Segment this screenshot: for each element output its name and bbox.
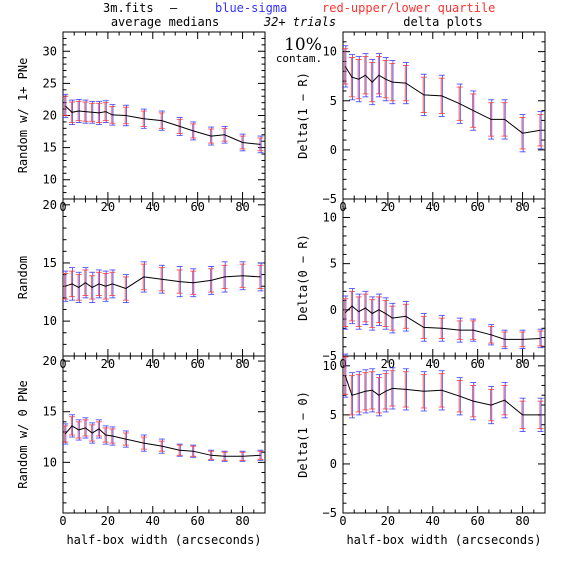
plot-frame	[62, 31, 266, 200]
panel-left-bot: 10 15 20 0 20 40 60 80 Random w/ 0 PNe half-box w…	[16, 354, 266, 547]
x-tick-label: 0	[339, 514, 346, 528]
y-tick-label: 5	[330, 408, 337, 422]
legend-blue: blue-sigma	[215, 1, 287, 15]
y-tick-label: −5	[323, 349, 337, 363]
y-axis-label: Random	[16, 256, 30, 299]
y-tick-label: 10	[323, 210, 337, 224]
x-tick-label: 40	[146, 200, 160, 214]
y-tick-label: 20	[43, 109, 57, 123]
median-line	[344, 66, 541, 134]
x-tick-label: 60	[470, 357, 484, 371]
y-tick-label: 10	[43, 314, 57, 328]
y-tick-label: 0	[330, 143, 337, 157]
y-tick-label: 25	[43, 76, 57, 90]
x-tick-label: 60	[190, 514, 204, 528]
y-tick-label: 10	[323, 359, 337, 373]
contam-word: contam.	[276, 52, 322, 65]
y-tick-label: 20	[43, 354, 57, 368]
x-tick-label: 80	[515, 357, 529, 371]
header-dash: —	[170, 1, 178, 15]
y-tick-label: 15	[43, 256, 57, 270]
x-tick-label: 80	[235, 514, 249, 528]
x-tick-label: 60	[190, 357, 204, 371]
median-line	[65, 275, 261, 290]
x-tick-label: 20	[381, 514, 395, 528]
plot-frame	[62, 198, 266, 357]
y-tick-label: 10	[43, 173, 57, 187]
plot-frame	[342, 355, 546, 514]
x-tick-label: 80	[235, 357, 249, 371]
legend-red: red-upper/lower quartile	[322, 1, 495, 15]
x-tick-label: 40	[146, 514, 160, 528]
x-axis-label: half-box width (arcseconds)	[346, 533, 541, 547]
y-tick-label: 0	[330, 303, 337, 317]
x-tick-label: 20	[101, 200, 115, 214]
median-line	[64, 425, 261, 457]
x-tick-label: 20	[101, 357, 115, 371]
median-line	[344, 375, 541, 416]
y-tick-label: 15	[43, 141, 57, 155]
x-tick-label: 0	[59, 514, 66, 528]
median-line	[64, 105, 261, 145]
x-tick-label: 80	[235, 200, 249, 214]
y-axis-label: Delta(1 − R)	[296, 72, 310, 159]
y-axis-label: Random w/ 0 PNe	[16, 380, 30, 488]
x-tick-label: 80	[515, 514, 529, 528]
left-title: average medians	[111, 15, 219, 29]
y-axis-label: Random w/ 1+ PNe	[16, 58, 30, 174]
x-tick-label: 20	[381, 200, 395, 214]
x-axis-label: half-box width (arcseconds)	[66, 533, 261, 547]
contam-percent: 10%	[284, 35, 322, 55]
x-tick-label: 40	[426, 514, 440, 528]
x-tick-label: 60	[190, 200, 204, 214]
y-tick-label: −5	[323, 506, 337, 520]
plot-frame	[342, 31, 546, 200]
y-tick-label: 5	[330, 94, 337, 108]
x-tick-label: 60	[470, 514, 484, 528]
x-tick-label: 60	[470, 200, 484, 214]
y-axis-label: Delta(0 − R)	[296, 234, 310, 321]
y-tick-label: 15	[43, 405, 57, 419]
x-tick-label: 20	[101, 514, 115, 528]
header-file: 3m.fits	[103, 1, 154, 15]
y-tick-label: 20	[43, 198, 57, 212]
x-tick-label: 80	[515, 200, 529, 214]
y-axis-label: Delta(1 − 0)	[296, 391, 310, 478]
y-tick-label: 10	[323, 45, 337, 59]
y-tick-label: 10	[43, 455, 57, 469]
x-tick-label: 40	[146, 357, 160, 371]
median-line	[344, 305, 541, 340]
x-tick-label: 40	[426, 357, 440, 371]
y-tick-label: 5	[330, 257, 337, 271]
trials-label: 32+ trials	[263, 15, 336, 29]
plot-frame	[342, 198, 546, 357]
y-tick-label: −5	[323, 192, 337, 206]
right-title: delta plots	[403, 15, 482, 29]
x-tick-label: 40	[426, 200, 440, 214]
y-tick-label: 30	[43, 44, 57, 58]
y-tick-label: 0	[330, 457, 337, 471]
plot-frame	[62, 355, 266, 514]
